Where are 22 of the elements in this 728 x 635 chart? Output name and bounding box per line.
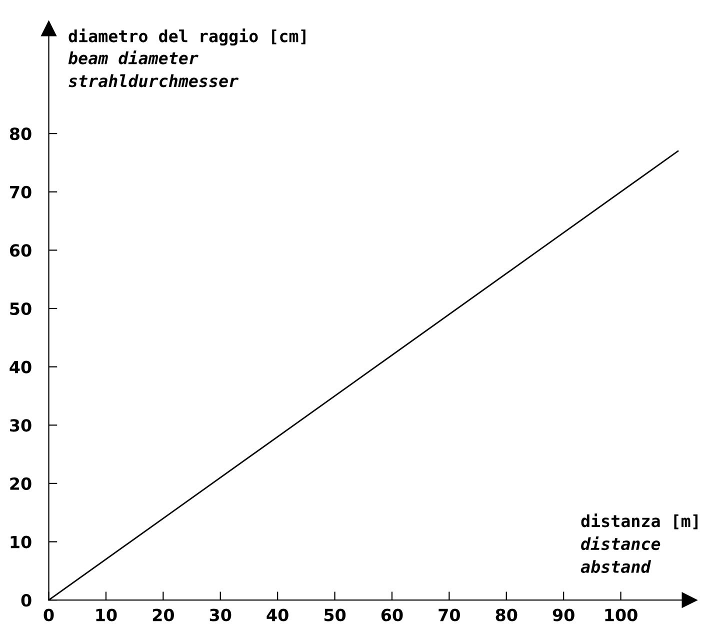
y-tick-label: 60 <box>10 244 32 257</box>
x-tick-label: 30 <box>210 608 232 622</box>
x-tick-label: 90 <box>552 608 574 622</box>
y-tick-label: 70 <box>10 186 32 198</box>
y-tick-label: 0 <box>21 594 32 607</box>
x-tick-label: 70 <box>438 608 460 622</box>
x-tick-label: 80 <box>496 608 518 622</box>
x-tick-label: 50 <box>324 608 346 622</box>
x-tick-label: 60 <box>381 608 403 622</box>
y-tick-label: 10 <box>10 536 32 548</box>
y-axis-title: diametro del raggio [cm] beam diameter strahldurchmesser <box>68 28 306 88</box>
y-tick-label: 30 <box>10 419 32 432</box>
x-tick-label: 100 <box>605 608 638 622</box>
y-tick-label: 20 <box>10 477 32 490</box>
x-tick-label: 10 <box>96 608 117 622</box>
x-axis-title: distanza [m] distance abstand <box>580 513 698 573</box>
y-tick-label: 40 <box>10 360 32 374</box>
x-tick-label: 0 <box>44 608 54 622</box>
y-tick-label: 50 <box>10 302 32 316</box>
x-tick-label: 20 <box>152 608 174 622</box>
x-tick-label: 40 <box>266 608 288 622</box>
y-tick-label: 80 <box>10 128 32 140</box>
